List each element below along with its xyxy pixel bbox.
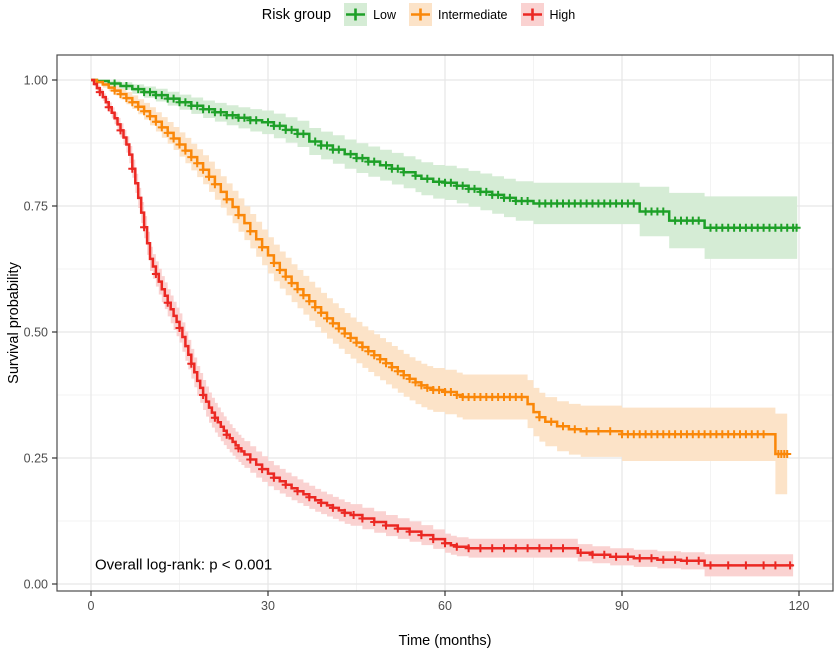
- x-tick-label: 90: [615, 599, 629, 613]
- axis-ticks: [52, 79, 800, 596]
- legend: Risk group Low Intermediate High: [0, 3, 837, 26]
- logrank-annotation: Overall log-rank: p < 0.001: [95, 556, 273, 574]
- legend-label-intermediate: Intermediate: [438, 7, 508, 22]
- legend-key-high-icon: [520, 3, 544, 26]
- legend-label-low: Low: [373, 7, 397, 22]
- x-tick-label: 0: [88, 599, 95, 613]
- censor-marks: [95, 79, 801, 570]
- censor-marks-high: [95, 88, 795, 570]
- legend-item-high: High: [520, 3, 576, 26]
- y-tick-label: 1.00: [24, 74, 48, 88]
- legend-key-low-icon: [344, 3, 368, 26]
- confidence-bands: [91, 80, 798, 578]
- y-tick-label: 0.25: [24, 452, 48, 466]
- legend-title: Risk group: [261, 6, 332, 23]
- axis-tick-labels: 0 30 60 90 120 0.00 0.25 0.50 0.75 1.00: [24, 74, 810, 614]
- x-tick-label: 30: [261, 599, 275, 613]
- ci-band-intermediate: [91, 80, 788, 495]
- censor-marks-intermediate: [110, 86, 792, 458]
- legend-label-high: High: [549, 7, 576, 22]
- y-tick-label: 0.75: [24, 200, 48, 214]
- y-tick-label: 0.00: [24, 578, 48, 592]
- x-tick-label: 60: [438, 599, 452, 613]
- legend-key-intermediate-icon: [409, 3, 433, 26]
- legend-item-intermediate: Intermediate: [409, 3, 508, 26]
- legend-item-low: Low: [344, 3, 396, 26]
- x-tick-label: 120: [789, 599, 810, 613]
- y-axis-title: Survival probability: [6, 262, 22, 384]
- x-axis-title: Time (months): [398, 633, 492, 649]
- censor-marks-low: [110, 79, 801, 232]
- y-tick-label: 0.50: [24, 326, 48, 340]
